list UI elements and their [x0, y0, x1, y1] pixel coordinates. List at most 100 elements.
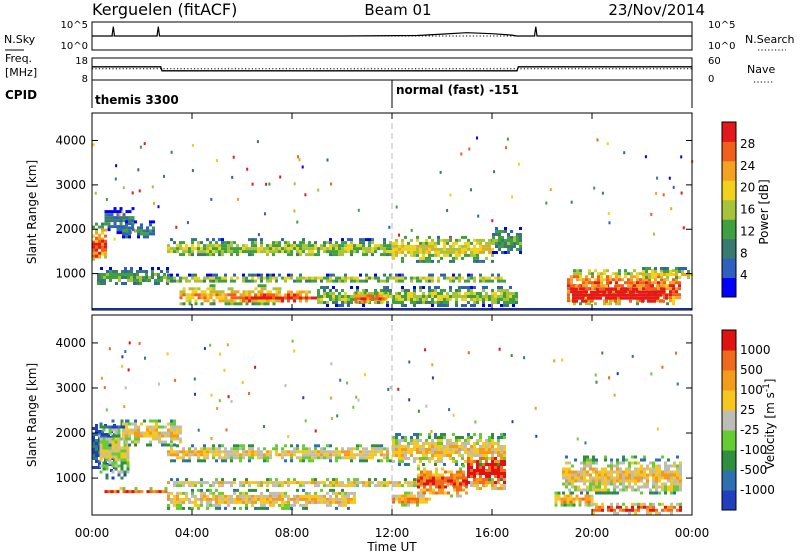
heatmap-cell — [120, 470, 124, 474]
heatmap-cell — [624, 281, 627, 285]
heatmap-cell — [452, 241, 455, 245]
heatmap-cell — [209, 290, 213, 294]
heatmap-cell — [206, 506, 209, 510]
heatmap-cell — [676, 482, 679, 486]
heatmap-cell — [116, 219, 120, 223]
heatmap-cell — [476, 469, 479, 472]
heatmap-cell — [216, 159, 218, 162]
heatmap-cell — [200, 241, 203, 245]
heatmap-cell — [670, 470, 673, 474]
heatmap-cell — [401, 494, 404, 498]
heatmap-cell — [479, 295, 482, 298]
heatmap-cell — [380, 247, 383, 251]
heatmap-cell — [453, 479, 456, 483]
heatmap-cell — [106, 276, 109, 279]
heatmap-cell — [573, 269, 576, 273]
heatmap-cell — [655, 467, 658, 471]
heatmap-cell — [128, 229, 131, 233]
heatmap-cell — [395, 250, 398, 254]
heatmap-cell — [676, 382, 679, 386]
heatmap-cell — [157, 276, 160, 279]
heatmap-cell — [248, 456, 251, 460]
heatmap-cell — [627, 281, 630, 285]
heatmap-cell — [104, 248, 107, 252]
heatmap-cell — [565, 473, 568, 477]
heatmap-cell — [116, 225, 120, 229]
heatmap-cell — [194, 453, 197, 457]
heatmap-cell — [284, 276, 287, 280]
heatmap-cell — [290, 506, 293, 510]
heatmap-cell — [206, 299, 210, 303]
heatmap-cell — [470, 454, 473, 457]
heatmap-cell — [191, 491, 194, 495]
heatmap-cell — [386, 484, 389, 488]
heatmap-cell — [239, 494, 242, 498]
heatmap-cell — [341, 241, 344, 245]
heatmap-cell — [476, 442, 479, 445]
heatmap-cell — [519, 236, 522, 239]
heatmap-cell — [353, 456, 356, 460]
heatmap-cell — [668, 176, 671, 180]
heatmap-cell — [419, 286, 422, 289]
heatmap-cell — [296, 500, 299, 504]
heatmap-cell — [485, 448, 488, 451]
heatmap-cell — [473, 469, 476, 472]
heatmap-cell — [296, 456, 299, 460]
heatmap-cell — [437, 451, 440, 454]
heatmap-cell — [479, 451, 482, 454]
heatmap-cell — [239, 302, 243, 306]
heatmap-cell — [523, 356, 526, 360]
power-colorbar-swatch — [722, 277, 736, 298]
heatmap-cell — [679, 482, 682, 486]
power-ytick-label: 4000 — [55, 134, 86, 148]
heatmap-cell — [347, 298, 350, 301]
heatmap-cell — [341, 497, 344, 501]
heatmap-cell — [378, 297, 382, 301]
heatmap-cell — [176, 494, 179, 498]
heatmap-cell — [218, 299, 222, 303]
heatmap-cell — [92, 448, 95, 451]
heatmap-cell — [589, 464, 592, 468]
heatmap-cell — [437, 238, 440, 242]
heatmap-cell — [425, 451, 428, 454]
heatmap-cell — [287, 435, 290, 438]
heatmap-cell — [275, 450, 278, 454]
heatmap-cell — [111, 446, 115, 450]
time-tick-label: 00:00 — [75, 526, 110, 540]
heatmap-cell — [114, 455, 118, 459]
heatmap-cell — [109, 267, 112, 270]
heatmap-cell — [667, 508, 670, 512]
heatmap-cell — [152, 229, 155, 233]
heatmap-cell — [435, 476, 438, 480]
heatmap-cell — [221, 296, 225, 300]
heatmap-cell — [245, 503, 248, 507]
heatmap-cell — [233, 299, 237, 303]
heatmap-cell — [278, 273, 281, 277]
heatmap-cell — [275, 497, 278, 501]
heatmap-cell — [105, 437, 109, 441]
heatmap-cell — [645, 287, 648, 291]
heatmap-cell — [203, 481, 206, 485]
heatmap-cell — [452, 247, 455, 251]
heatmap-cell — [275, 250, 278, 254]
heatmap-cell — [565, 467, 568, 471]
heatmap-cell — [646, 482, 649, 486]
heatmap-cell — [173, 428, 176, 432]
heatmap-cell — [317, 497, 320, 501]
heatmap-cell — [639, 272, 642, 276]
heatmap-cell — [476, 448, 479, 451]
heatmap-cell — [338, 253, 341, 257]
velocity-colorbar-tick-label: -25 — [740, 423, 760, 437]
heatmap-cell — [649, 488, 652, 492]
heatmap-cell — [678, 296, 681, 300]
heatmap-cell — [455, 442, 458, 445]
heatmap-cell — [498, 239, 501, 242]
heatmap-cell — [350, 241, 353, 245]
heatmap-cell — [227, 450, 230, 454]
heatmap-cell — [257, 299, 261, 303]
heatmap-cell — [634, 461, 637, 465]
heatmap-cell — [422, 442, 425, 445]
heatmap-cell — [673, 485, 676, 489]
heatmap-cell — [121, 276, 124, 279]
heatmap-cell — [431, 304, 434, 307]
